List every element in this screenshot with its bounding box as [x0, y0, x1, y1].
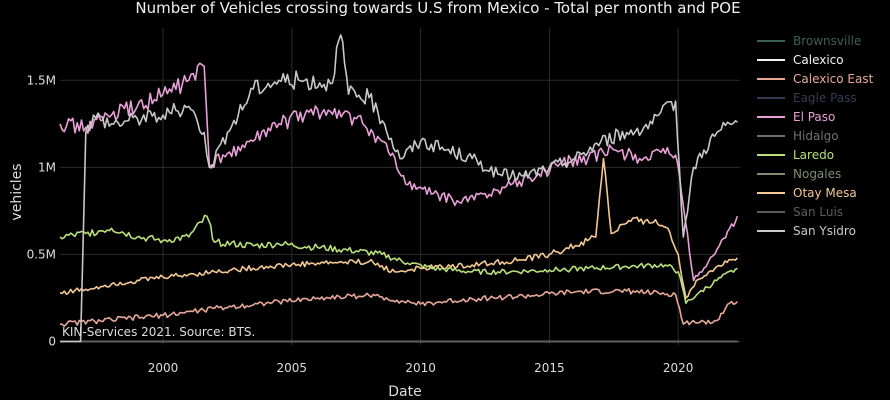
series-line-laredo	[59, 214, 738, 304]
legend-label-calexico-east[interactable]: Calexico East	[793, 72, 874, 86]
x-tick-label: 2015	[534, 361, 565, 375]
legend-label-calexico[interactable]: Calexico	[793, 53, 844, 67]
source-annotation: KIN-Services 2021. Source: BTS.	[62, 325, 255, 339]
x-tick-label: 2020	[663, 361, 694, 375]
legend-label-brownsville[interactable]: Brownsville	[793, 34, 861, 48]
series-line-otay-mesa	[59, 157, 738, 299]
x-tick-label: 2000	[148, 361, 179, 375]
y-tick-label: 0	[48, 335, 56, 349]
y-tick-label: 1M	[38, 160, 56, 174]
series-line-calexico-east	[59, 287, 738, 327]
chart-title: Number of Vehicles crossing towards U.S …	[135, 0, 740, 17]
y-tick-label: 0.5M	[27, 247, 56, 261]
y-tick-label: 1.5M	[27, 73, 56, 87]
legend: Brownsville Calexico Calexico East Eagle Pa…	[757, 34, 874, 238]
series-line-san-ysidro	[60, 34, 738, 343]
legend-label-san-ysidro[interactable]: San Ysidro	[793, 224, 856, 238]
x-axis-ticks: 2000 2005 2010 2015 2020	[148, 361, 694, 375]
legend-label-hidalgo[interactable]: Hidalgo	[793, 129, 839, 143]
y-axis-ticks: 0 0.5M 1M 1.5M	[27, 73, 56, 348]
series-lines	[59, 34, 739, 343]
legend-label-eagle-pass[interactable]: Eagle Pass	[793, 91, 857, 105]
legend-label-otay-mesa[interactable]: Otay Mesa	[793, 186, 857, 200]
x-axis-title: Date	[388, 384, 421, 400]
x-tick-label: 2010	[405, 361, 436, 375]
gridlines	[60, 28, 740, 345]
legend-label-laredo[interactable]: Laredo	[793, 148, 834, 162]
legend-label-san-luis[interactable]: San Luis	[793, 205, 843, 219]
y-axis-title: vehicles	[9, 163, 25, 220]
x-tick-label: 2005	[277, 361, 308, 375]
legend-label-nogales[interactable]: Nogales	[793, 167, 841, 181]
series-line-el-paso	[59, 62, 739, 282]
legend-label-el-paso[interactable]: El Paso	[793, 110, 835, 124]
